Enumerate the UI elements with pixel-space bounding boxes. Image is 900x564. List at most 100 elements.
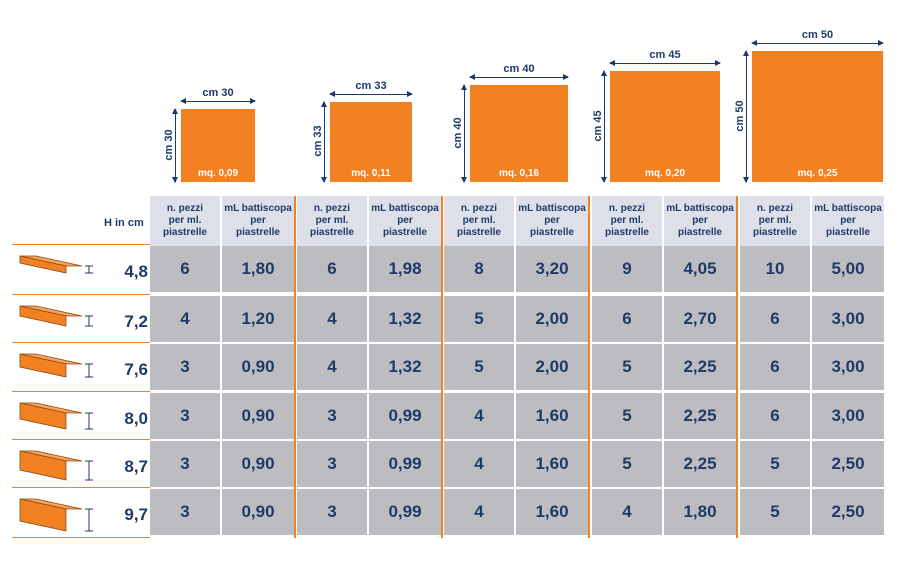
header-ml-skirting: mL battiscopa per piastrelle: [664, 196, 736, 246]
cell-ml: 0,99: [369, 393, 441, 439]
cell-ml: 0,90: [222, 393, 294, 439]
cell-ml: 2,70: [664, 296, 736, 342]
cell-ml: 4,05: [664, 246, 736, 292]
header-pieces-per-ml: n. pezzi per ml. piastrelle: [444, 196, 514, 246]
header-text-line: n. pezzi: [756, 203, 794, 214]
cell-ml: 0,99: [369, 441, 441, 487]
header-text-line: mL battiscopa: [814, 203, 882, 214]
height-dimension-arrow: [321, 101, 327, 183]
cell-pieces: 6: [150, 246, 220, 292]
height-value: 8,0: [124, 409, 148, 428]
height-label: cm 33: [312, 125, 324, 157]
height-value: 9,7: [124, 505, 148, 524]
cell-ml: 0,99: [369, 489, 441, 535]
width-dimension-arrow: [180, 98, 256, 104]
cell-ml: 1,60: [516, 393, 588, 439]
header-text-line: n. pezzi: [166, 203, 204, 214]
width-label: cm 45: [649, 49, 681, 61]
width-label: cm 30: [202, 87, 234, 99]
tile-size-column-group: n. pezzi per ml. piastrelle mL battiscopa pe…: [444, 196, 590, 538]
row-separator: [12, 342, 150, 343]
cell-pieces: 9: [592, 246, 662, 292]
header-pieces-per-ml: n. pezzi per ml. piastrelle: [150, 196, 220, 246]
cell-pieces: 6: [297, 246, 367, 292]
width-dimension-arrow: [609, 60, 721, 66]
header-text-line: piastrelle: [530, 227, 574, 238]
skirting-icon: [19, 450, 93, 481]
height-label: cm 50: [734, 99, 746, 132]
header-text-line: per ml.: [610, 215, 644, 226]
cell-pieces: 4: [297, 344, 367, 390]
skirting-icon: [19, 305, 93, 327]
tile-square: mq. 0,11: [330, 102, 412, 182]
cell-ml: 2,25: [664, 393, 736, 439]
cell-ml: 3,00: [812, 393, 884, 439]
cell-pieces: 4: [592, 489, 662, 535]
header-text-line: per ml.: [168, 215, 202, 226]
header-text-line: n. pezzi: [460, 203, 498, 214]
cell-pieces: 4: [444, 489, 514, 535]
header-text-line: per: [397, 215, 413, 226]
cell-ml: 1,80: [664, 489, 736, 535]
tile-area-label: mq. 0,11: [351, 168, 391, 179]
header-text-line: per ml.: [315, 215, 349, 226]
header-text-line: piastrelle: [605, 227, 649, 238]
cell-ml: 2,00: [516, 344, 588, 390]
height-label: cm 45: [592, 109, 604, 142]
cell-pieces: 5: [592, 344, 662, 390]
h-in-cm-label: H in cm: [104, 217, 144, 229]
header-text-line: piastrelle: [236, 227, 280, 238]
cell-ml: 0,90: [222, 441, 294, 487]
height-value: 7,2: [124, 312, 148, 331]
row-separator: [12, 537, 150, 538]
cell-ml: 2,50: [812, 441, 884, 487]
skirting-icon: [19, 498, 93, 532]
width-dimension-arrow: [329, 91, 413, 97]
width-dimension-arrow: [469, 74, 569, 80]
tile-square: mq. 0,20: [610, 71, 720, 182]
header-text-line: n. pezzi: [313, 203, 351, 214]
cell-ml: 3,00: [812, 296, 884, 342]
cell-ml: 3,00: [812, 344, 884, 390]
cell-pieces: 5: [592, 441, 662, 487]
header-text-line: per ml.: [758, 215, 792, 226]
cell-pieces: 3: [150, 489, 220, 535]
header-text-line: piastrelle: [457, 227, 501, 238]
width-label: cm 50: [801, 29, 834, 41]
height-dimension-arrow: [461, 84, 467, 183]
cell-pieces: 6: [740, 344, 810, 390]
cell-ml: 1,60: [516, 489, 588, 535]
tile-area-label: mq. 0,20: [644, 168, 686, 179]
cell-pieces: 8: [444, 246, 514, 292]
width-label: cm 40: [503, 63, 535, 75]
height-dimension-arrow: [743, 50, 749, 183]
cell-pieces: 3: [297, 393, 367, 439]
cell-ml: 3,20: [516, 246, 588, 292]
header-text-line: piastrelle: [383, 227, 427, 238]
cell-pieces: 6: [592, 296, 662, 342]
header-text-line: mL battiscopa: [666, 203, 734, 214]
cell-ml: 2,25: [664, 441, 736, 487]
tile-size-column-group: n. pezzi per ml. piastrelle mL battiscopa pe…: [592, 196, 738, 538]
cell-ml: 0,90: [222, 344, 294, 390]
cell-pieces: 3: [297, 441, 367, 487]
cell-ml: 2,00: [516, 296, 588, 342]
cell-pieces: 5: [592, 393, 662, 439]
cell-pieces: 10: [740, 246, 810, 292]
header-text-line: mL battiscopa: [224, 203, 292, 214]
height-label: cm 40: [452, 116, 464, 149]
tile-area-label: mq. 0,25: [797, 168, 838, 179]
width-dimension-arrow: [751, 40, 884, 46]
header-text-line: per ml.: [462, 215, 496, 226]
row-separator: [12, 439, 150, 440]
row-separator: [12, 244, 150, 245]
header-text-line: per: [692, 215, 708, 226]
cell-pieces: 4: [444, 441, 514, 487]
height-label: cm 30: [163, 128, 175, 161]
header-text-line: mL battiscopa: [371, 203, 439, 214]
tile-area-label: mq. 0,09: [197, 168, 239, 179]
skirting-icon: [19, 402, 93, 430]
cell-pieces: 5: [444, 296, 514, 342]
cell-pieces: 4: [150, 296, 220, 342]
row-separator: [12, 391, 150, 392]
